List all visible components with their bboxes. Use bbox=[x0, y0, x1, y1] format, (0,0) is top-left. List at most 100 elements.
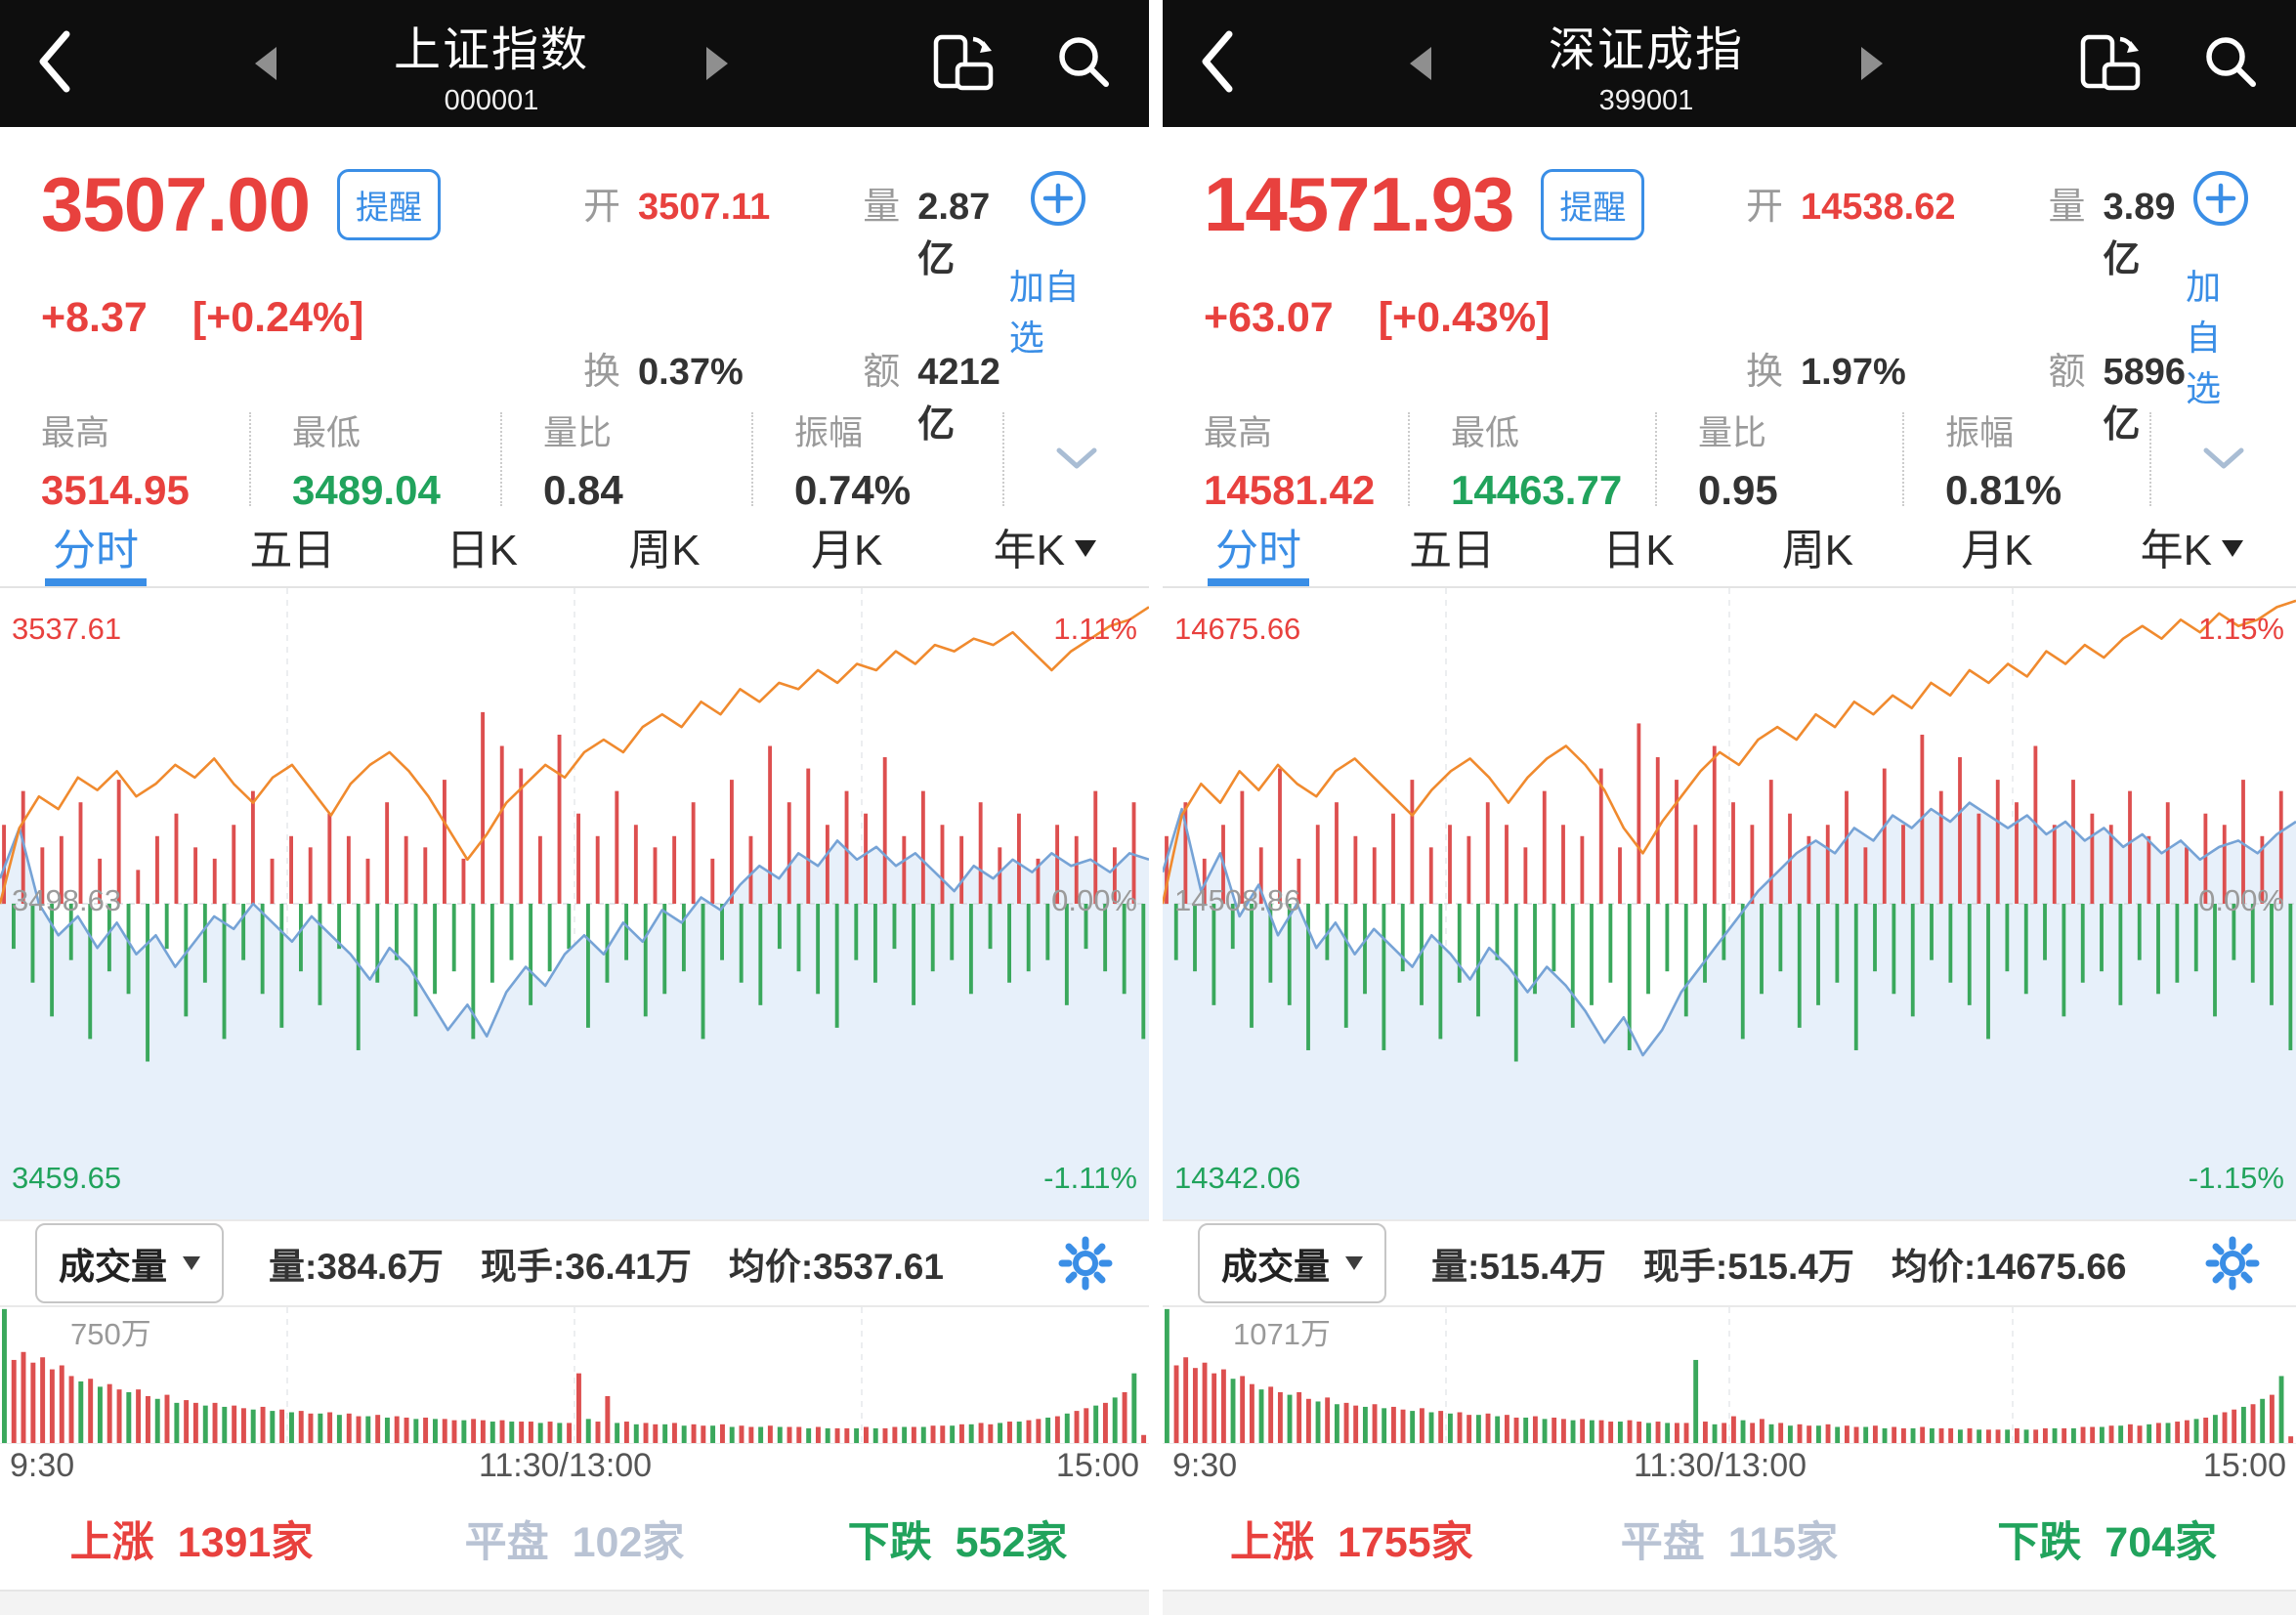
indicator-dropdown-icon bbox=[183, 1256, 200, 1270]
chart-min-pct-label: -1.15% bbox=[2188, 1161, 2284, 1195]
stats-row: 最高 3514.95 最低 3489.04 量比 0.84 振幅 0.74% bbox=[0, 412, 1149, 513]
tab-weekly-k[interactable]: 周K bbox=[1781, 527, 1854, 574]
prev-index-arrow-icon[interactable] bbox=[254, 47, 276, 80]
tab-minute[interactable]: 分时 bbox=[1208, 506, 1309, 586]
index-code: 000001 bbox=[444, 84, 539, 116]
tab-yearly-k[interactable]: 年K bbox=[2141, 506, 2243, 586]
header: 上证指数 000001 bbox=[0, 0, 1149, 127]
bottom-strip bbox=[0, 1590, 1149, 1615]
unchanged-label: 平盘 bbox=[464, 1518, 549, 1566]
chart-min-label: 3459.65 bbox=[12, 1161, 122, 1195]
next-index-arrow-icon[interactable] bbox=[706, 47, 728, 80]
volume-label: 量 bbox=[863, 187, 901, 228]
low-label: 最低 bbox=[292, 413, 361, 452]
tab-monthly-k[interactable]: 月K bbox=[810, 527, 883, 574]
amount-label: 额 bbox=[2048, 352, 2086, 393]
time-open: 9:30 bbox=[1172, 1446, 1238, 1484]
decliners-count: 552家 bbox=[955, 1518, 1068, 1566]
chart-settings-button[interactable] bbox=[2204, 1235, 2261, 1292]
advancers-count: 1755家 bbox=[1337, 1518, 1473, 1566]
tab-weekly-k[interactable]: 周K bbox=[628, 527, 701, 574]
volume-chart[interactable]: 750万 bbox=[0, 1307, 1149, 1444]
price-change: +8.37 bbox=[41, 294, 148, 341]
page-title: 深证成指 bbox=[1548, 23, 1744, 76]
time-midday: 11:30/13:00 bbox=[479, 1446, 653, 1484]
bottom-strip bbox=[1163, 1590, 2296, 1615]
indicator-dropdown-icon bbox=[1345, 1256, 1363, 1270]
low-value: 3489.04 bbox=[292, 466, 441, 513]
advancers-label: 上涨 bbox=[69, 1518, 154, 1566]
amplitude-label: 振幅 bbox=[794, 413, 864, 452]
panel-shenzhen-index: 深证成指 399001 bbox=[1163, 0, 2296, 1615]
volume-chart[interactable]: 1071万 bbox=[1163, 1307, 2296, 1444]
advancers-label: 上涨 bbox=[1229, 1518, 1314, 1566]
period-tabs: 分时 五日 日K 周K 月K 年K bbox=[1163, 506, 2296, 588]
intraday-chart[interactable]: 3537.61 1.11% 3498.63 0.00% 3459.65 -1.1… bbox=[0, 588, 1149, 1219]
average-price: 均价:3537.61 bbox=[728, 1247, 944, 1287]
tab-monthly-k[interactable]: 月K bbox=[1961, 527, 2033, 574]
high-value: 14581.42 bbox=[1204, 466, 1376, 513]
turnover-label: 换 bbox=[583, 352, 621, 393]
rotate-screen-icon[interactable] bbox=[2075, 27, 2144, 101]
alert-button[interactable]: 提醒 bbox=[1541, 169, 1645, 240]
gear-icon bbox=[2205, 1236, 2260, 1291]
time-open: 9:30 bbox=[10, 1446, 75, 1484]
tab-daily-k[interactable]: 日K bbox=[1602, 527, 1675, 574]
amount-label: 额 bbox=[863, 352, 901, 393]
indicator-selector[interactable]: 成交量 bbox=[35, 1223, 224, 1303]
low-label: 最低 bbox=[1451, 413, 1520, 452]
tab-yearly-k[interactable]: 年K bbox=[994, 506, 1096, 586]
unchanged-count: 102家 bbox=[572, 1518, 685, 1566]
gear-icon bbox=[1058, 1236, 1113, 1291]
open-label: 开 bbox=[1746, 187, 1784, 228]
open-value: 3507.11 bbox=[638, 187, 771, 228]
chart-max-pct-label: 1.15% bbox=[2198, 612, 2284, 646]
quote-grid: 开 14538.62 量 3.89亿 换 1.97% 额 5896亿 bbox=[1746, 160, 2186, 446]
high-label: 最高 bbox=[41, 413, 110, 452]
intraday-chart[interactable]: 14675.66 1.15% 14508.86 0.00% 14342.06 -… bbox=[1163, 588, 2296, 1219]
tab-five-day[interactable]: 五日 bbox=[249, 527, 336, 574]
search-icon[interactable] bbox=[2200, 31, 2261, 97]
chart-min-label: 14342.06 bbox=[1174, 1161, 1301, 1195]
add-watchlist-button[interactable]: 加自选 bbox=[2186, 160, 2255, 410]
time-close: 15:00 bbox=[2202, 1446, 2286, 1484]
add-watchlist-label: 加自选 bbox=[1008, 267, 1080, 358]
rotate-screen-icon[interactable] bbox=[928, 27, 997, 101]
expand-stats-button[interactable] bbox=[1002, 412, 1149, 506]
unchanged-label: 平盘 bbox=[1620, 1518, 1705, 1566]
tab-five-day[interactable]: 五日 bbox=[1409, 527, 1496, 574]
market-breadth: 上涨 1391家 平盘 102家 下跌 552家 bbox=[0, 1487, 1149, 1590]
back-icon[interactable] bbox=[35, 28, 74, 100]
tab-minute[interactable]: 分时 bbox=[45, 506, 147, 586]
header-title-area: 深证成指 399001 bbox=[1237, 11, 2056, 117]
price-block: 3507.00 提醒 +8.37 [+0.24%] bbox=[41, 160, 583, 410]
chart-mid-pct-label: 0.00% bbox=[2198, 883, 2284, 918]
index-code: 399001 bbox=[1598, 84, 1694, 116]
back-icon[interactable] bbox=[1198, 28, 1237, 100]
next-index-arrow-icon[interactable] bbox=[1861, 47, 1883, 80]
decliners-label: 下跌 bbox=[1997, 1518, 2082, 1566]
prev-index-arrow-icon[interactable] bbox=[1409, 47, 1431, 80]
indicator-selector[interactable]: 成交量 bbox=[1198, 1223, 1386, 1303]
indicator-toolbar: 成交量 量:515.4万 现手:515.4万 均价:14675.66 bbox=[1163, 1219, 2296, 1307]
expand-stats-button[interactable] bbox=[2149, 412, 2296, 506]
search-icon[interactable] bbox=[1053, 31, 1114, 97]
time-axis: 9:30 11:30/13:00 15:00 bbox=[0, 1444, 1149, 1487]
tab-daily-k[interactable]: 日K bbox=[446, 527, 518, 574]
volume-info: 量:384.6万 现手:36.41万 均价:3537.61 bbox=[269, 1237, 944, 1290]
add-watchlist-button[interactable]: 加自选 bbox=[1009, 160, 1108, 410]
amount-value: 4212亿 bbox=[917, 352, 1000, 446]
volume-ratio-value: 0.84 bbox=[543, 466, 623, 513]
period-tabs: 分时 五日 日K 周K 月K 年K bbox=[0, 506, 1149, 588]
quote-grid: 开 3507.11 量 2.87亿 换 0.37% 额 4212亿 bbox=[583, 160, 1009, 446]
advancers-count: 1391家 bbox=[177, 1518, 314, 1566]
chart-max-label: 3537.61 bbox=[12, 612, 122, 646]
quote-section: 3507.00 提醒 +8.37 [+0.24%] 开 3507.11 量 2.87… bbox=[0, 127, 1149, 446]
header-title-area: 上证指数 000001 bbox=[74, 11, 909, 117]
alert-button[interactable]: 提醒 bbox=[336, 169, 441, 240]
volume-total: 量:384.6万 bbox=[269, 1247, 444, 1287]
last-price: 3507.00 bbox=[41, 161, 311, 247]
chart-settings-button[interactable] bbox=[1057, 1235, 1114, 1292]
